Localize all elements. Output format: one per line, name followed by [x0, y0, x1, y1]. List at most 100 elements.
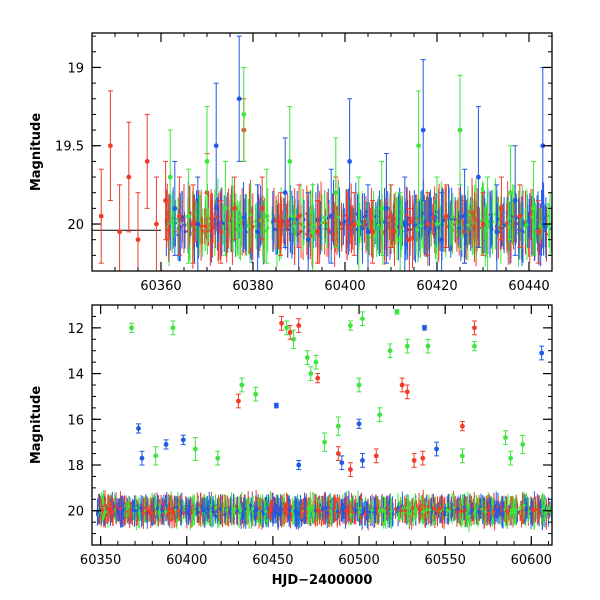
- noise-point: [227, 221, 231, 225]
- green-point: [379, 205, 385, 211]
- top-x-tick-label: 60400: [324, 279, 365, 294]
- noise-point: [466, 223, 470, 227]
- noise-point: [477, 510, 481, 514]
- red-point: [370, 229, 375, 235]
- bottom-panel-frame: [91, 304, 553, 546]
- noise-point: [510, 508, 514, 512]
- noise-point: [317, 510, 321, 514]
- noise-point: [411, 506, 415, 511]
- noise-point: [427, 228, 432, 232]
- red-point: [348, 467, 353, 472]
- noise-point: [393, 507, 398, 511]
- noise-point: [184, 509, 189, 513]
- noise-point: [376, 223, 380, 227]
- noise-point: [283, 509, 287, 513]
- noise-point: [315, 507, 320, 512]
- noise-point: [452, 506, 456, 510]
- noise-point: [251, 507, 255, 511]
- noise-point: [170, 508, 174, 512]
- noise-point: [473, 512, 477, 516]
- noise-point: [249, 503, 253, 507]
- blue-point: [539, 350, 545, 356]
- green-point: [215, 455, 221, 461]
- noise-point: [411, 509, 415, 513]
- noise-point: [335, 509, 339, 514]
- red-point: [232, 205, 238, 211]
- red-point: [399, 382, 405, 388]
- noise-point: [148, 509, 152, 514]
- noise-point: [505, 221, 509, 225]
- red-point: [517, 213, 523, 219]
- noise-point: [231, 217, 235, 221]
- noise-point: [306, 513, 310, 517]
- green-point: [377, 412, 383, 418]
- noise-point: [239, 228, 243, 232]
- red-point: [177, 213, 182, 219]
- green-point: [167, 174, 173, 180]
- noise-point: [472, 225, 477, 229]
- red-point: [117, 229, 122, 235]
- noise-point: [107, 506, 111, 510]
- noise-point: [301, 223, 305, 227]
- blue-point: [339, 460, 345, 466]
- noise-point: [287, 507, 291, 512]
- green-point: [394, 309, 400, 315]
- noise-point: [170, 220, 174, 224]
- noise-point: [458, 214, 463, 219]
- noise-point: [401, 511, 405, 515]
- red-point: [443, 213, 449, 219]
- noise-point: [522, 503, 526, 508]
- red-point: [108, 143, 113, 149]
- green-point: [241, 112, 247, 117]
- red-point: [126, 174, 132, 180]
- green-point: [304, 355, 310, 360]
- noise-point: [210, 222, 214, 226]
- noise-point: [264, 509, 268, 513]
- noise-point: [423, 225, 427, 230]
- noise-point: [234, 223, 238, 227]
- noise-point: [179, 511, 183, 515]
- noise-point: [282, 219, 286, 223]
- noise-point: [279, 508, 283, 512]
- blue-point: [365, 229, 371, 235]
- noise-point: [396, 506, 400, 510]
- noise-point: [151, 512, 155, 516]
- blue-point: [296, 462, 302, 468]
- noise-point: [203, 224, 207, 228]
- blue-point: [402, 221, 408, 227]
- red-point: [98, 213, 104, 219]
- blue-point: [213, 143, 219, 149]
- green-point: [291, 336, 296, 342]
- blue-point: [195, 221, 201, 227]
- noise-point: [323, 506, 328, 510]
- noise-point: [342, 220, 346, 224]
- noise-point: [269, 508, 273, 512]
- green-point: [416, 143, 421, 149]
- noise-point: [167, 228, 171, 232]
- green-point: [284, 325, 290, 331]
- noise-point: [175, 505, 179, 509]
- noise-point: [448, 509, 452, 513]
- top-panel-series: [98, 35, 546, 271]
- green-point: [129, 325, 135, 331]
- top-x-tick-label: 60360: [140, 279, 181, 294]
- green-point: [472, 343, 477, 349]
- noise-point: [501, 513, 505, 518]
- noise-point: [237, 506, 241, 510]
- noise-point: [251, 225, 255, 229]
- noise-point: [428, 508, 432, 512]
- green-point: [397, 237, 403, 243]
- noise-point: [496, 504, 500, 509]
- noise-point: [529, 511, 533, 516]
- red-point: [420, 455, 426, 461]
- bottom-panel-series: [129, 309, 545, 477]
- noise-point: [341, 509, 345, 513]
- noise-point: [382, 220, 387, 224]
- noise-point: [114, 504, 118, 509]
- noise-point: [182, 511, 186, 515]
- noise-point: [203, 221, 207, 225]
- green-point: [333, 190, 339, 196]
- green-point: [335, 423, 341, 429]
- red-point: [163, 198, 169, 203]
- noise-point: [100, 508, 105, 512]
